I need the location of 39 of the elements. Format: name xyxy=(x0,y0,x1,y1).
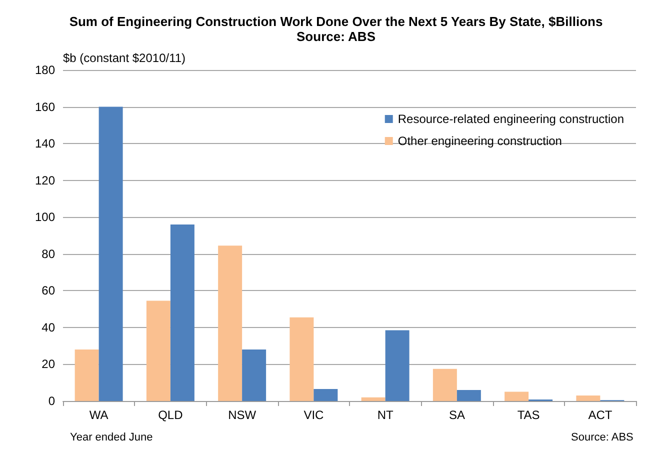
x-tick-label: VIC xyxy=(304,408,324,422)
x-tick-label: NT xyxy=(377,408,394,422)
bar xyxy=(290,317,314,401)
y-tick-label: 40 xyxy=(42,320,56,334)
y-tick-label: 80 xyxy=(42,246,56,261)
bar xyxy=(456,390,481,401)
y-tick-label: 180 xyxy=(34,63,56,77)
chart-subtitle: Source: ABS xyxy=(296,29,376,44)
y-tick-label: 160 xyxy=(34,100,56,114)
legend-label: Other engineering construction xyxy=(398,134,562,148)
y-tick-label: 120 xyxy=(34,173,56,188)
bar xyxy=(432,368,457,401)
bar xyxy=(361,397,386,401)
y-tick-label: 140 xyxy=(34,136,56,151)
bar xyxy=(504,392,529,401)
x-tick-label: ACT xyxy=(588,408,613,422)
bar xyxy=(314,389,338,401)
bar xyxy=(98,106,123,401)
y-axis-title: $b (constant $2010/11) xyxy=(63,51,186,65)
bar xyxy=(218,246,242,401)
x-tick-label: SA xyxy=(448,408,465,422)
source-note: Source: ABS xyxy=(571,432,634,444)
x-tick-label: QLD xyxy=(158,408,184,422)
y-tick-label: 0 xyxy=(48,394,56,408)
legend-label: Resource-related engineering construction xyxy=(398,112,624,126)
text: Year ended June xyxy=(70,432,153,444)
y-tick-label: 20 xyxy=(42,357,56,372)
bar xyxy=(74,350,99,401)
bar xyxy=(170,224,194,401)
y-tick-label: 60 xyxy=(42,284,56,298)
chart-title: Sum of Engineering Construction Work Done Over the Next 5 Years By State, $Billions xyxy=(69,14,603,29)
bar xyxy=(242,350,266,401)
x-tick-label: NSW xyxy=(228,408,257,422)
bar xyxy=(576,395,600,401)
x-tick-label: WA xyxy=(89,408,108,422)
bar xyxy=(385,330,410,401)
bar xyxy=(146,300,170,401)
y-tick-label: 100 xyxy=(34,210,56,224)
x-tick-label: TAS xyxy=(517,408,540,422)
